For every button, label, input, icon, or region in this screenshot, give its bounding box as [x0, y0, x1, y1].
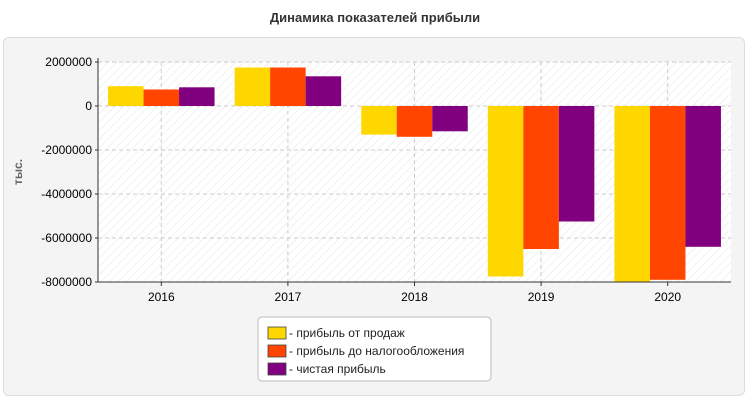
bar[interactable]: [649, 106, 686, 280]
legend: - прибыль от продаж - прибыль до налогооб…: [257, 316, 492, 382]
legend-swatch: [267, 362, 287, 376]
legend-label: - чистая прибыль: [289, 362, 386, 376]
legend-label: - прибыль от продаж: [289, 326, 405, 340]
bar[interactable]: [558, 106, 595, 222]
bar[interactable]: [234, 67, 271, 107]
y-tick-label: -4000000: [41, 187, 92, 201]
legend-box: [257, 316, 492, 382]
legend-swatch: [267, 344, 287, 358]
legend-label: - прибыль до налогообложения: [289, 344, 464, 358]
bar[interactable]: [143, 89, 180, 107]
bar[interactable]: [305, 76, 342, 106]
bar[interactable]: [614, 106, 650, 282]
bar[interactable]: [396, 106, 433, 137]
bar[interactable]: [108, 86, 144, 106]
x-tick-label: 2016: [148, 290, 175, 304]
chart-title: Динамика показателей прибыли: [269, 10, 481, 25]
y-tick-label: 2000000: [45, 55, 92, 69]
bar[interactable]: [179, 87, 215, 106]
y-tick-label: -6000000: [41, 231, 92, 245]
bar[interactable]: [270, 67, 306, 107]
bar[interactable]: [361, 106, 397, 135]
y-tick-label: -2000000: [41, 143, 92, 157]
x-tick-label: 2017: [275, 290, 302, 304]
legend-swatch: [267, 326, 287, 340]
x-tick-label: 2018: [401, 290, 428, 304]
y-tick-label: 0: [85, 99, 92, 113]
bar[interactable]: [487, 106, 524, 277]
y-axis-label: тыс.: [11, 159, 25, 185]
bar[interactable]: [685, 106, 721, 247]
bar[interactable]: [432, 106, 468, 132]
y-tick-label: -8000000: [41, 275, 92, 289]
x-tick-label: 2019: [528, 290, 555, 304]
bar[interactable]: [523, 106, 559, 249]
x-tick-label: 2020: [654, 290, 681, 304]
